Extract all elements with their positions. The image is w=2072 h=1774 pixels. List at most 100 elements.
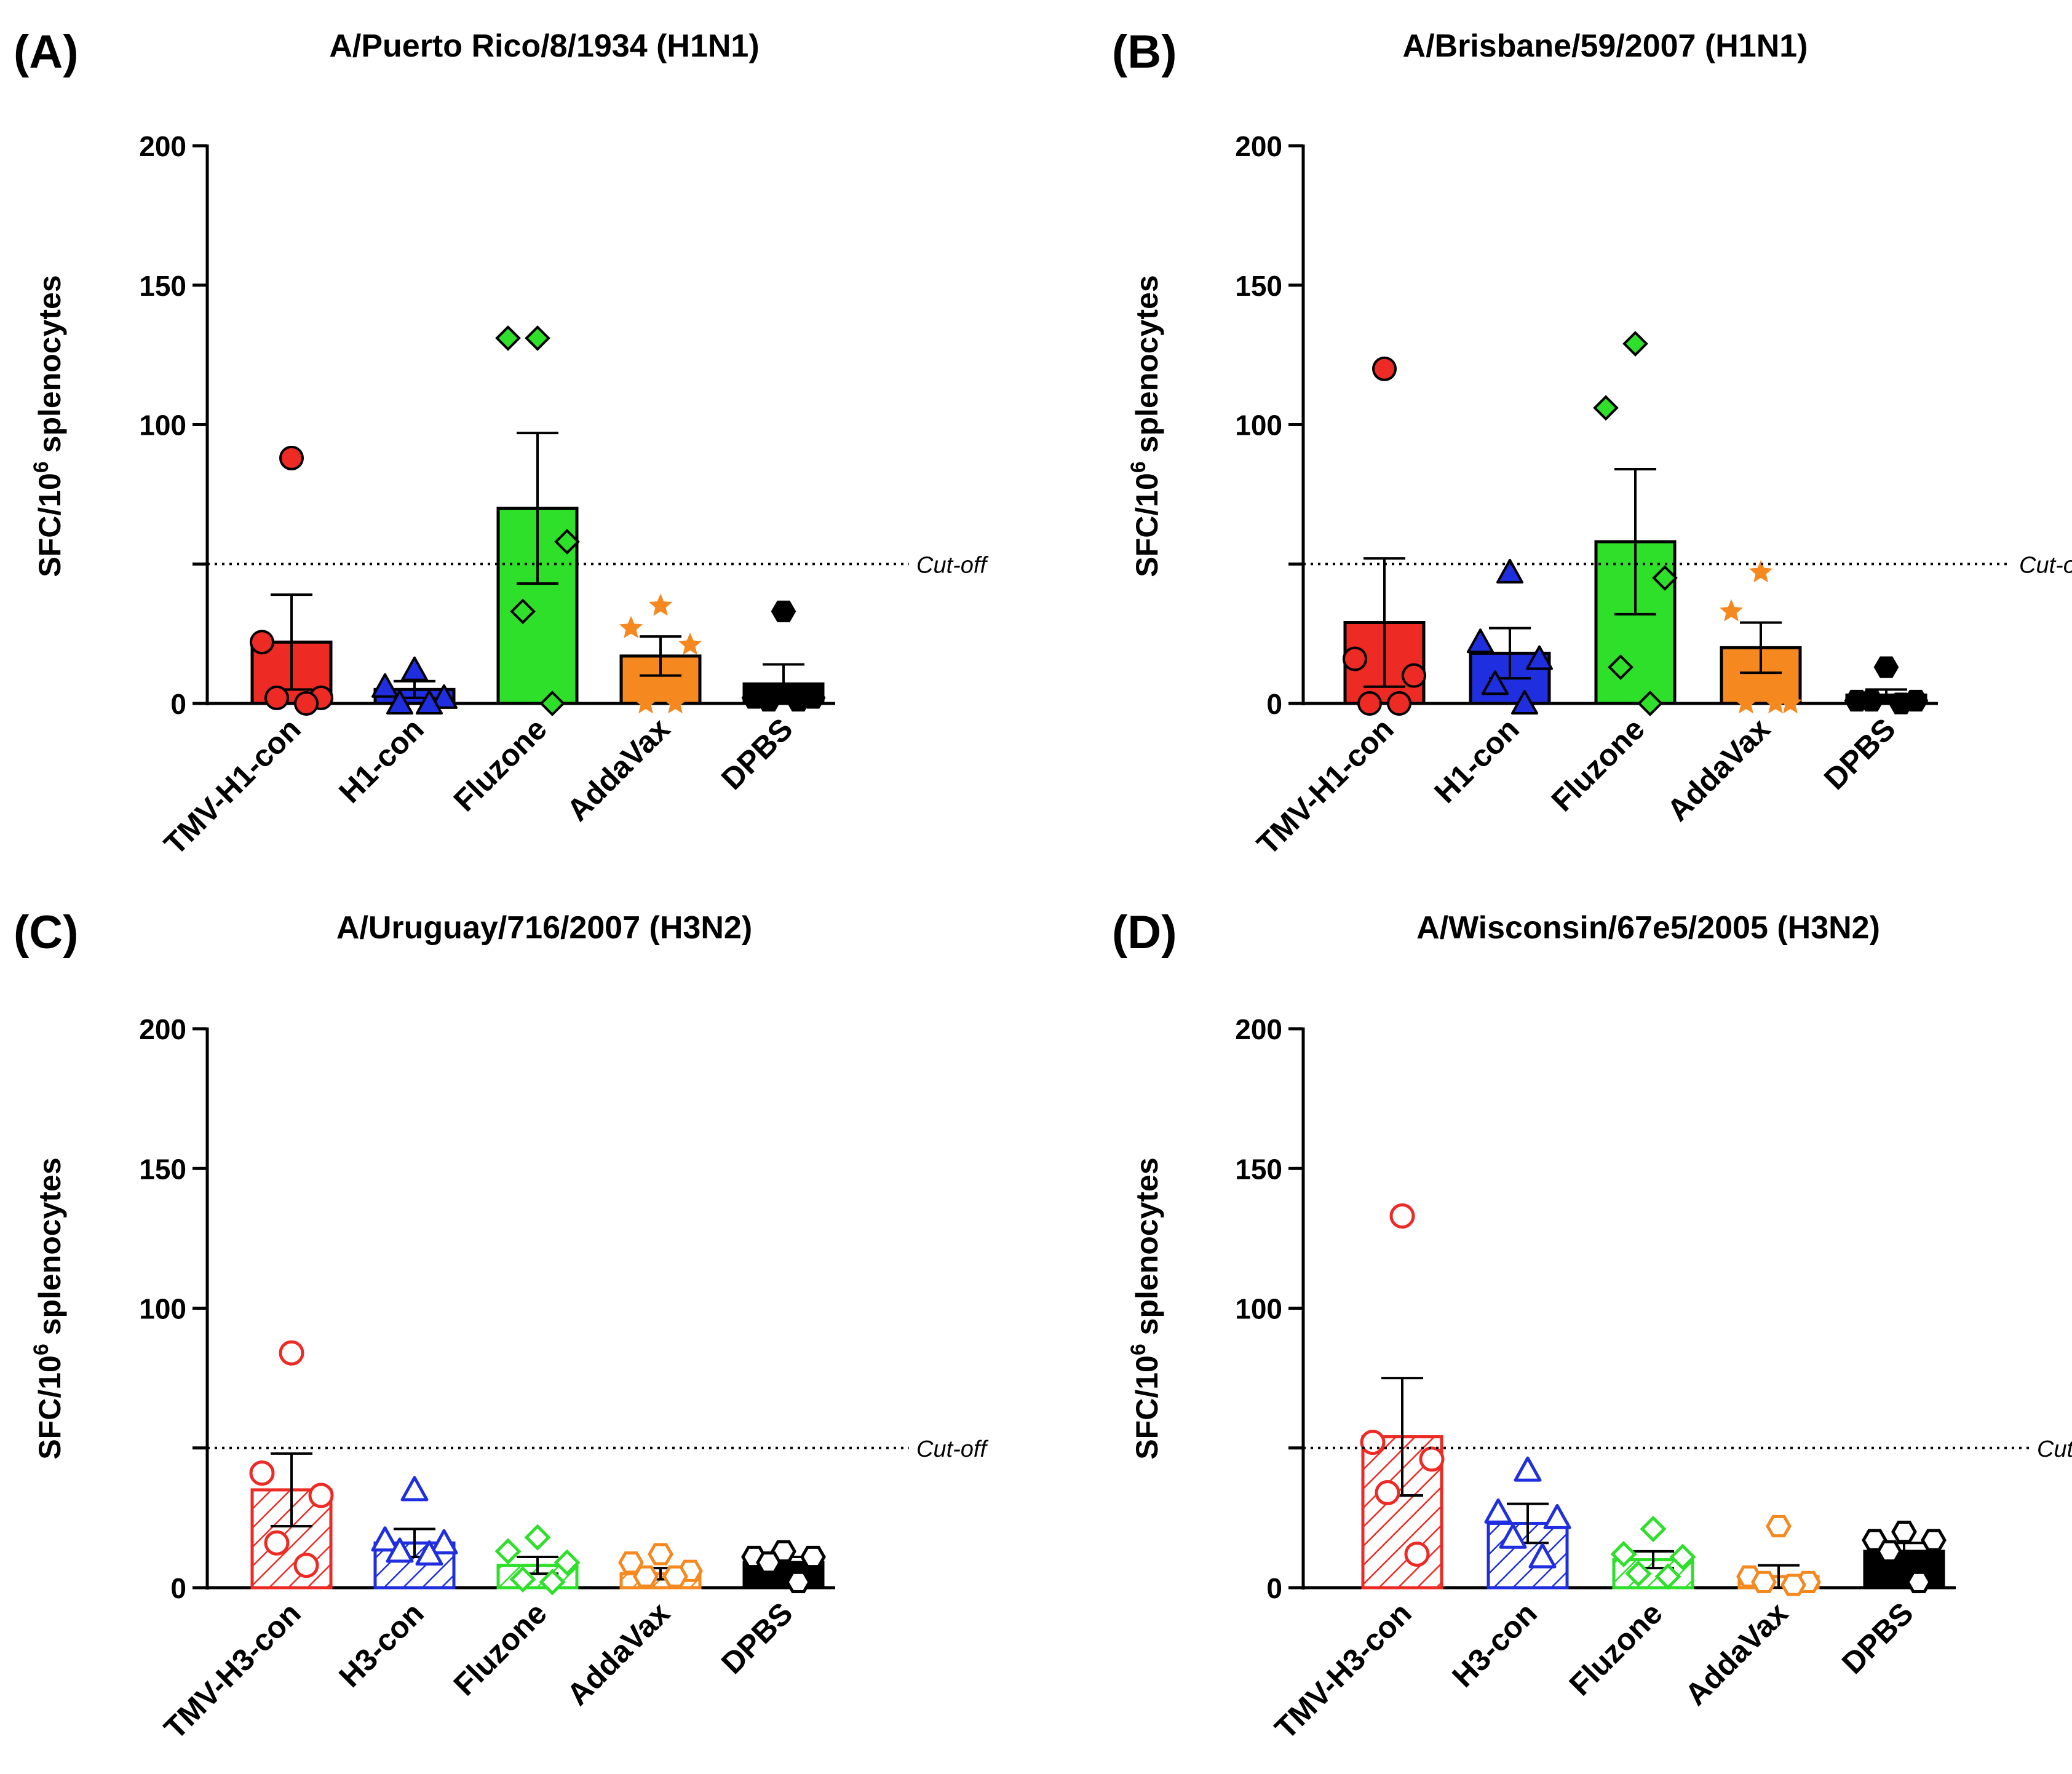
data-point (509, 1566, 536, 1593)
y-axis-label: SFC/106 splenocytes (1127, 1157, 1164, 1459)
data-point (648, 1543, 673, 1566)
y-tick-label: 200 (139, 1013, 186, 1045)
data-point (1543, 1503, 1571, 1529)
panel-title: A/Puerto Rico/8/1934 (H1N1) (329, 28, 759, 64)
data-point (554, 529, 580, 555)
data-point (371, 673, 399, 698)
data-point (1779, 691, 1802, 714)
data-point (494, 1538, 522, 1565)
data-point (756, 1551, 782, 1574)
x-tick-label: TMV-H3-con (1268, 1596, 1418, 1746)
x-tick-label: Fluzone (447, 1596, 554, 1702)
x-tick-label: AddaVax (560, 1596, 677, 1712)
data-point (250, 630, 274, 655)
data-point (1766, 1515, 1792, 1538)
y-tick-label: 200 (1235, 1013, 1282, 1045)
data-point (539, 1569, 566, 1596)
cutoff-label: Cut-off (916, 1436, 988, 1462)
x-tick-label: DPBS (715, 711, 800, 796)
y-axis-label: SFC/106 splenocytes (1127, 275, 1164, 577)
data-point (1625, 1560, 1652, 1587)
panel-b: (B) A/Brisbane/59/2007 (H1N1) SFC/106 sp… (1112, 26, 2072, 861)
data-point (1372, 356, 1397, 381)
data-point (634, 691, 657, 714)
data-point (1751, 1570, 1777, 1593)
x-tick-label: DPBS (1835, 1596, 1920, 1681)
data-point (264, 685, 289, 710)
data-point (264, 1530, 290, 1556)
plot-area: 0 100 150 200 TMV-H1-con H1-con Fluzone AddaVax… (139, 130, 988, 861)
x-tick-label: H3-con (332, 1596, 430, 1693)
data-point (1343, 646, 1367, 671)
data-point (649, 593, 672, 616)
x-tick-label: Fluzone (447, 711, 554, 818)
data-point (1720, 599, 1743, 622)
data-point (1608, 654, 1633, 680)
x-tick-label: Fluzone (1545, 711, 1651, 818)
data-point (1876, 1540, 1902, 1562)
data-point (1404, 1541, 1430, 1567)
data-point (1764, 691, 1787, 714)
panel-title: A/Uruguay/716/2007 (H3N2) (336, 910, 752, 946)
data-point (525, 325, 550, 351)
data-point (1526, 645, 1553, 670)
cutoff-label: Cut-off (916, 552, 988, 578)
data-point (1734, 691, 1758, 714)
panel-a: (A) A/Puerto Rico/8/1934 (H1N1) SFC/106 … (14, 26, 988, 861)
data-point (756, 689, 782, 712)
data-point (664, 691, 687, 714)
data-point (1640, 1516, 1667, 1543)
data-point (1357, 691, 1382, 716)
x-tick-label: H1-con (332, 711, 430, 809)
y-tick-label: 0 (1266, 1572, 1282, 1604)
x-tick-label: AddaVax (1678, 1596, 1795, 1712)
data-point (678, 632, 702, 655)
x-tick-label: AddaVax (560, 711, 677, 828)
data-point (1511, 690, 1538, 715)
data-point (1622, 331, 1648, 357)
data-point (1360, 1430, 1386, 1455)
data-point (1484, 1498, 1512, 1524)
x-tick-label: TMV-H1-con (1250, 711, 1400, 861)
data-point (400, 1476, 429, 1502)
y-tick-label: 0 (170, 688, 186, 720)
panel-title: A/Wisconsin/67e5/2005 (H3N2) (1416, 910, 1880, 946)
data-point (1467, 628, 1494, 654)
data-point (293, 1553, 319, 1578)
data-point (1888, 692, 1914, 715)
y-tick-label: 100 (139, 410, 186, 442)
data-point (1891, 1521, 1917, 1543)
data-point (1637, 691, 1663, 716)
data-point (1873, 656, 1899, 678)
data-point (1419, 1446, 1445, 1472)
panel-label: (D) (1112, 906, 1177, 959)
panel-d: (D) A/Wisconsin/67e5/2005 (H3N2) SFC/106… (1112, 906, 2072, 1746)
data-point (1375, 1479, 1400, 1505)
y-tick-label: 150 (139, 1153, 186, 1185)
x-tick-label: TMV-H3-con (157, 1596, 308, 1746)
data-point (633, 1565, 659, 1588)
panel-label: (B) (1112, 26, 1177, 78)
panel-c: (C) A/Uruguay/716/2007 (H3N2) SFC/106 sp… (14, 906, 988, 1746)
data-point (1859, 689, 1884, 712)
data-point (1780, 1574, 1806, 1596)
x-tick-label: TMV-H1-con (157, 711, 308, 861)
x-tick-label: DPBS (1817, 711, 1902, 796)
y-tick-label: 100 (1235, 410, 1282, 442)
y-axis-label: SFC/106 splenocytes (30, 1157, 67, 1459)
y-tick-label: 100 (139, 1293, 186, 1325)
data-point (1499, 1523, 1527, 1549)
data-point (249, 1460, 275, 1486)
data-point (1496, 558, 1523, 584)
data-point (1749, 560, 1772, 582)
y-tick-label: 0 (1266, 688, 1282, 720)
y-tick-label: 150 (1235, 270, 1282, 302)
data-point (1482, 670, 1509, 695)
data-point (416, 690, 443, 715)
panel-label: (C) (14, 906, 79, 959)
data-point (619, 616, 643, 638)
y-tick-label: 150 (139, 270, 186, 302)
